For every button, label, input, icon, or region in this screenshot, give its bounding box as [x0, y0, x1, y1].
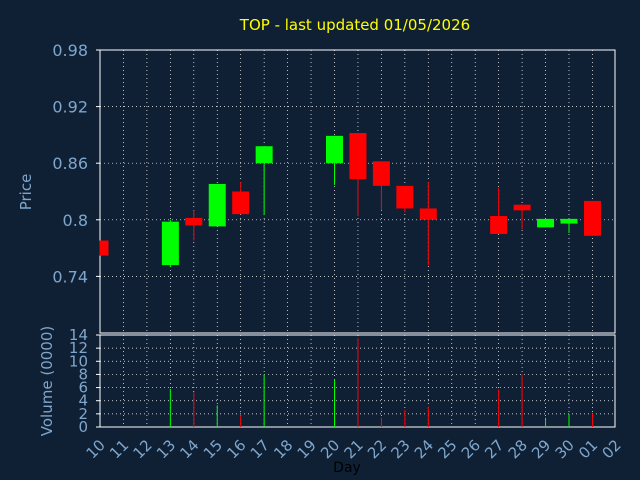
candle-body — [419, 208, 437, 220]
candle-body — [372, 161, 390, 186]
volume-tick-label: 0 — [78, 418, 88, 436]
volume-tick-label: 10 — [69, 352, 88, 370]
price-tick-label: 0.86 — [52, 154, 88, 173]
volume-tick-label: 2 — [78, 405, 88, 423]
candle-body — [161, 221, 179, 266]
x-axis-label: Day — [333, 460, 361, 476]
price-tick-label: 0.8 — [63, 211, 88, 230]
volume-bars — [169, 338, 593, 427]
candle-body — [208, 183, 226, 227]
chart-title: TOP - last updated 01/05/2026 — [239, 16, 470, 34]
candle-body — [490, 216, 508, 234]
volume-tick-label: 14 — [69, 326, 88, 344]
price-axis: 0.98 0.92 0.86 0.8 0.74 — [52, 41, 100, 286]
price-panel-frame — [99, 49, 616, 334]
candle-body — [396, 185, 414, 209]
candle-body — [232, 191, 250, 215]
price-tick-label: 0.74 — [52, 267, 88, 286]
candle-body — [185, 217, 203, 226]
candle-body — [537, 218, 555, 228]
volume-tick-label: 6 — [78, 379, 88, 397]
volume-axis-label: Volume (0000) — [38, 326, 56, 436]
x-axis: 1011121314151617181920212223242526272829… — [83, 436, 625, 462]
candle-body — [326, 135, 343, 164]
price-tick-label: 0.98 — [52, 41, 88, 60]
candle-body — [349, 133, 367, 180]
candles — [99, 133, 601, 267]
candle-body — [513, 204, 531, 211]
candle-body — [583, 200, 601, 236]
volume-tick-label: 8 — [78, 365, 88, 383]
price-tick-label: 0.92 — [52, 98, 88, 117]
volume-tick-label: 4 — [78, 392, 88, 410]
candle-body — [560, 218, 578, 224]
price-axis-label: Price — [17, 174, 35, 211]
candle-body — [255, 146, 273, 164]
candle-body — [100, 240, 109, 256]
volume-tick-label: 12 — [69, 339, 88, 357]
